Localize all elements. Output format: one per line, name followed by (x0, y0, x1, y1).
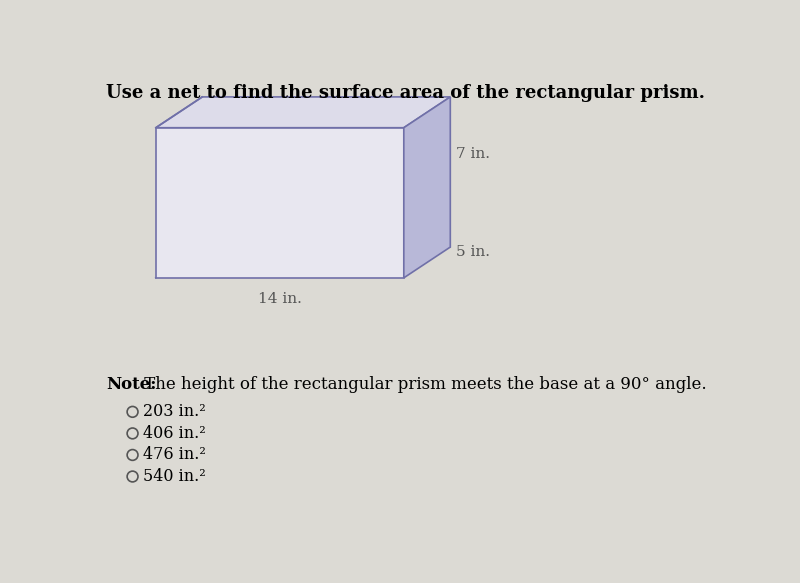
Circle shape (127, 406, 138, 417)
Text: The height of the rectangular prism meets the base at a 90° angle.: The height of the rectangular prism meet… (138, 377, 706, 394)
Polygon shape (404, 97, 450, 278)
Text: 406 in.²: 406 in.² (142, 425, 206, 442)
Text: 540 in.²: 540 in.² (142, 468, 206, 485)
Text: Note:: Note: (106, 377, 157, 394)
Text: 14 in.: 14 in. (258, 292, 302, 305)
Circle shape (127, 428, 138, 439)
Text: Use a net to find the surface area of the rectangular prism.: Use a net to find the surface area of th… (106, 84, 706, 102)
Circle shape (127, 449, 138, 461)
Text: 476 in.²: 476 in.² (142, 447, 206, 463)
Circle shape (127, 471, 138, 482)
Text: 7 in.: 7 in. (457, 147, 490, 161)
Polygon shape (156, 97, 450, 128)
Text: 203 in.²: 203 in.² (142, 403, 206, 420)
Polygon shape (156, 128, 404, 278)
Text: 5 in.: 5 in. (457, 245, 490, 259)
